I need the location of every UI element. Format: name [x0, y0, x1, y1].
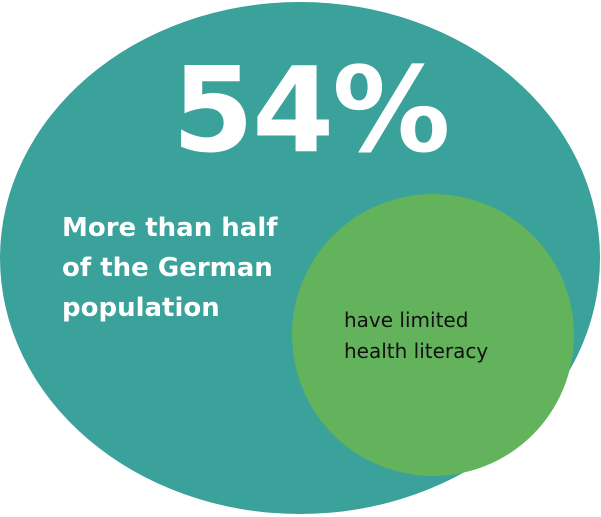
subset-description-line-1: have limited	[344, 308, 469, 332]
population-description-line-2: of the German	[62, 253, 273, 283]
inner-subset-circle	[292, 194, 574, 476]
population-description-line-1: More than half	[62, 213, 278, 243]
population-description: More than half of the German population	[62, 208, 322, 328]
population-description-line-3: population	[62, 293, 220, 323]
percentage-stat: 54%	[172, 41, 450, 179]
subset-description-line-2: health literacy	[344, 339, 489, 363]
subset-description: have limited health literacy	[344, 305, 544, 367]
